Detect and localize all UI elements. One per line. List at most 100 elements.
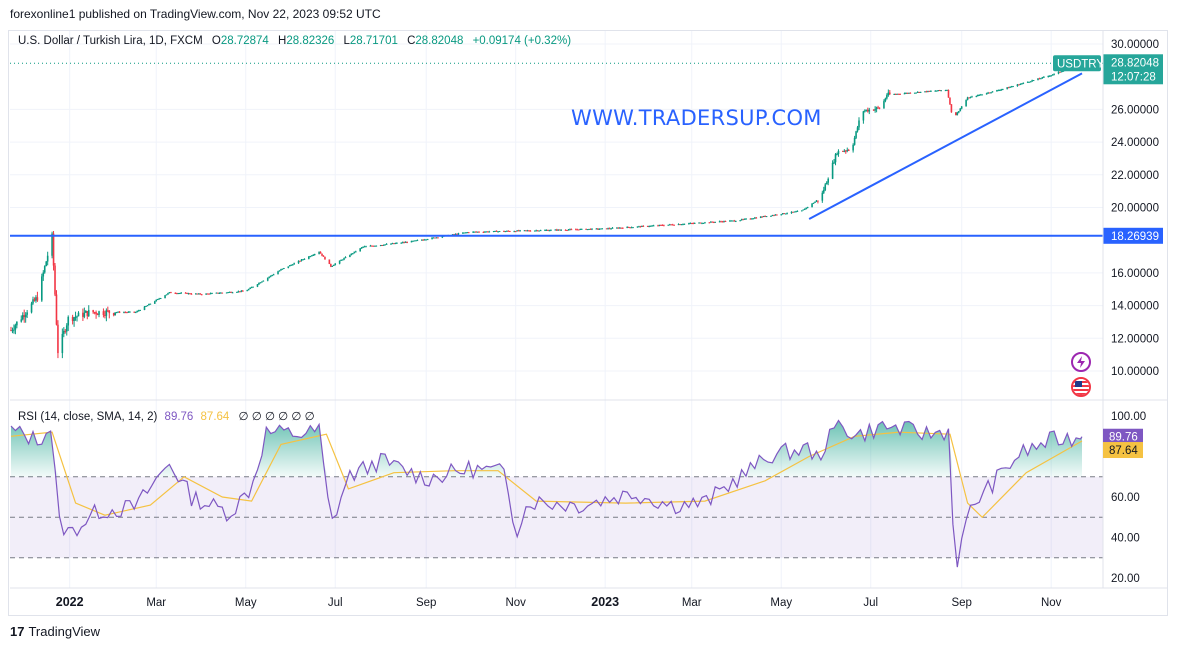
candle-body [937,90,940,92]
candle-body [155,299,158,302]
lightning-icon[interactable] [1071,352,1091,372]
candle-body [971,96,973,98]
low-label: L [343,35,350,47]
candle-body [619,227,621,229]
candle-body [793,211,796,213]
candle-body [340,259,342,261]
candle-body [199,293,202,295]
candle-body [1010,86,1013,88]
footer-brand-name: TradingView [28,624,101,639]
candle-body [586,229,589,231]
candle-body [677,224,680,226]
candle-body [159,298,162,300]
candle-body [732,220,734,222]
us-flag-icon[interactable] [1071,377,1091,397]
candle-body [657,225,659,227]
candle-body [401,242,404,244]
candle-body [661,224,664,226]
candle-body [472,231,474,233]
candle-body [680,224,683,226]
candle-body [422,239,425,241]
candle-body [802,209,805,211]
candle-body [266,277,269,281]
candle-body [230,291,232,293]
candle-body [33,299,36,301]
candle-body [208,293,210,295]
publish-caption: forexonline1 published on TradingView.co… [10,7,381,21]
candle-body [115,312,118,314]
candle-body [136,311,138,313]
candle-body [865,109,868,111]
candle-body [913,92,916,94]
candle-body [1000,89,1003,91]
candle-body [404,241,407,243]
price-axis-tick: 30.00000 [1111,39,1159,51]
candle-body [714,221,717,223]
time-axis-label: May [770,597,792,609]
candle-body [611,227,614,229]
candle-body [1021,83,1023,85]
candle-body [149,303,152,305]
candle-body [1026,81,1029,83]
candle-body [126,312,128,314]
price-axis-tick: 10.00000 [1111,366,1159,378]
high-value: 28.82326 [286,35,335,47]
candle-body [217,292,219,294]
candle-body [102,311,105,316]
candle-body [278,270,281,272]
candle-body [1012,86,1014,88]
candle-body [621,227,624,229]
price-axis-tick: 16.00000 [1111,268,1159,280]
candle-body [897,93,900,95]
candle-body [396,242,398,244]
candle-body [112,313,115,316]
candle-body [762,216,765,218]
candle-body [944,90,947,92]
candle-body [671,224,674,226]
candle-body [123,312,125,314]
candle-body [516,230,518,232]
candle-body [457,233,460,235]
candle-body [107,310,109,312]
candle-body [889,92,891,95]
candle-body [739,220,741,222]
time-axis-label: 2023 [591,595,619,609]
candle-body [1006,87,1008,89]
candle-body [575,229,577,231]
time-axis-label: Nov [505,597,526,609]
candle-body [977,94,979,97]
footer-brand[interactable]: 17 TradingView [10,624,100,639]
candle-body [906,92,909,94]
candle-body [617,227,620,229]
candle-body [872,109,875,111]
candle-body [649,225,652,227]
candle-body [673,224,675,226]
candle-body [846,149,849,151]
candle-body [338,260,341,264]
candle-body [1043,76,1045,78]
candle-body [73,317,75,321]
candle-body [410,240,413,243]
candle-body [484,231,486,233]
candle-body [927,90,929,92]
candle-body [701,223,703,225]
candle-body [630,227,633,229]
candle-body [250,287,253,289]
candle-body [288,265,291,267]
candle-body [636,226,639,228]
candle-body [956,112,959,116]
candle-body [544,230,546,232]
candle-body [811,203,813,207]
candle-body [11,330,14,332]
candle-body [148,304,150,306]
candle-body [334,263,337,265]
candle-body [773,215,775,217]
candle-body [35,297,37,301]
candle-body [269,275,272,277]
candle-body [205,293,207,295]
grid-lines [10,31,1103,588]
candle-body [605,228,608,230]
candle-body [134,312,137,314]
candle-body [988,92,991,94]
